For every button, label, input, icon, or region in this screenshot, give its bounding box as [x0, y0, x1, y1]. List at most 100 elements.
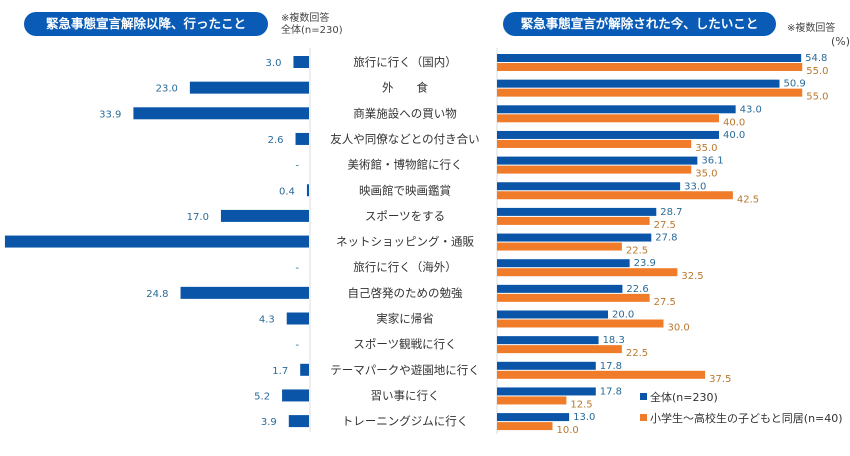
- left-value-label: 24.8: [146, 289, 168, 300]
- right-bar-children: [497, 242, 622, 251]
- right-value-children: 42.5: [737, 194, 759, 205]
- right-value-children: 32.5: [681, 271, 703, 282]
- right-value-children: 30.0: [668, 323, 690, 334]
- right-bar-total: [497, 310, 608, 319]
- left-bar: [293, 56, 309, 68]
- right-value-total: 54.8: [805, 53, 827, 64]
- right-value-children: 27.5: [654, 220, 676, 231]
- right-bar-total: [497, 413, 570, 422]
- left-note-sample: 全体(n=230): [281, 25, 343, 36]
- left-value-label: 23.0: [156, 84, 178, 95]
- left-value-label: 4.3: [259, 315, 275, 326]
- right-value-children: 55.0: [806, 92, 828, 103]
- category-label: 旅行に行く（海外）: [353, 260, 457, 274]
- right-value-total: 22.6: [626, 284, 648, 295]
- right-bar-children: [497, 370, 706, 379]
- left-bar: [295, 132, 309, 145]
- right-bar-total: [497, 130, 719, 139]
- legend-label-children: 小学生～高校生の子どもと同居(n=40): [650, 411, 843, 425]
- right-bar-children: [497, 191, 733, 200]
- right-bar-total: [497, 105, 736, 114]
- legend-swatch-total: [640, 393, 647, 400]
- right-value-children: 35.0: [695, 143, 717, 154]
- right-value-children: 35.0: [695, 169, 717, 180]
- left-chart-note: ※複数回答 全体(n=230): [281, 13, 343, 37]
- left-bar: [282, 389, 309, 402]
- right-value-total: 40.0: [723, 130, 745, 141]
- category-label: トレーニングジムに行く: [342, 414, 469, 428]
- left-value-label: 1.7: [272, 366, 288, 377]
- right-value-total: 23.9: [634, 258, 656, 269]
- left-value-label: 3.9: [261, 417, 277, 428]
- right-bar-total: [497, 156, 698, 165]
- right-bar-children: [497, 319, 664, 328]
- right-value-total: 17.8: [600, 361, 622, 372]
- left-value-label: -: [295, 340, 299, 351]
- category-label: 友人や同僚などとの付き合い: [330, 132, 479, 146]
- legend-swatch-children: [640, 414, 647, 421]
- left-value-label: 17.0: [187, 212, 209, 223]
- left-value-label: 33.9: [99, 109, 121, 120]
- right-value-total: 28.7: [660, 207, 682, 218]
- left-bar: [288, 415, 309, 428]
- left-bar: [220, 209, 309, 222]
- category-label: 旅行に行く（国内）: [353, 55, 457, 69]
- category-label: テーマパークや遊園地に行く: [330, 363, 480, 377]
- right-bar-children: [497, 345, 622, 354]
- legend-label-total: 全体(n=230): [650, 390, 718, 404]
- left-value-label: 5.2: [254, 391, 270, 402]
- right-bar-total: [497, 336, 599, 345]
- right-chart-note: ※複数回答: [787, 23, 836, 34]
- left-value-label: 2.6: [268, 135, 284, 146]
- left-chart-title: 緊急事態宣言解除以降、行ったこと: [24, 12, 268, 36]
- right-value-children: 22.5: [626, 348, 648, 359]
- left-value-label: -: [295, 263, 299, 274]
- right-bar-children: [497, 216, 650, 225]
- right-value-total: 36.1: [701, 156, 723, 167]
- right-bar-children: [497, 88, 803, 97]
- right-chart-unit: (%): [831, 35, 850, 48]
- left-value-label: 0.4: [279, 186, 295, 197]
- category-label: ネットショッピング・通販: [336, 235, 474, 249]
- left-value-label: 3.0: [266, 58, 282, 69]
- right-bar-children: [497, 268, 678, 277]
- right-bar-total: [497, 79, 780, 88]
- category-label: 外 食: [382, 81, 428, 95]
- left-bar: [133, 107, 309, 120]
- right-bar-total: [497, 207, 657, 216]
- right-bar-children: [497, 139, 692, 148]
- right-value-total: 18.3: [603, 335, 625, 346]
- category-label: 商業施設への買い物: [353, 106, 457, 120]
- right-bar-total: [497, 182, 681, 191]
- right-value-total: 27.8: [655, 233, 677, 244]
- category-label: スポーツ観戦に行く: [353, 337, 456, 351]
- right-value-children: 22.5: [626, 246, 648, 257]
- right-bar-total: [497, 259, 630, 268]
- category-label: 実家に帰省: [376, 312, 434, 326]
- right-value-total: 13.0: [573, 412, 595, 423]
- right-value-children: 37.5: [709, 374, 731, 385]
- right-bar-children: [497, 165, 692, 174]
- left-bar: [306, 184, 309, 197]
- right-value-children: 27.5: [654, 297, 676, 308]
- left-value-label: -: [295, 161, 299, 172]
- right-bar-children: [497, 293, 650, 302]
- left-bar: [300, 363, 309, 376]
- right-bar-children: [497, 114, 719, 123]
- right-bar-total: [497, 361, 596, 370]
- right-value-children: 10.0: [557, 425, 579, 436]
- category-label: 映画館で映画鑑賞: [359, 183, 451, 197]
- right-bar-total: [497, 54, 802, 62]
- left-bar: [286, 312, 309, 325]
- left-bar: [180, 286, 309, 299]
- right-value-children: 40.0: [723, 117, 745, 128]
- right-value-total: 17.8: [600, 386, 622, 397]
- right-bar-children: [497, 422, 553, 431]
- right-value-total: 20.0: [612, 310, 634, 321]
- right-bar-total: [497, 387, 596, 396]
- right-bar-children: [497, 63, 803, 71]
- right-chart-title: 緊急事態宣言が解除された今、したいこと: [503, 12, 776, 36]
- left-note-multiple: ※複数回答: [281, 13, 330, 24]
- right-bar-total: [497, 284, 623, 293]
